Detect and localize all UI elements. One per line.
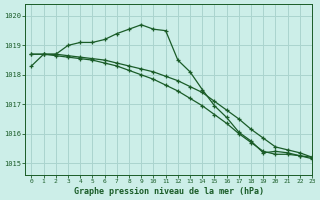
X-axis label: Graphe pression niveau de la mer (hPa): Graphe pression niveau de la mer (hPa) [74, 187, 264, 196]
